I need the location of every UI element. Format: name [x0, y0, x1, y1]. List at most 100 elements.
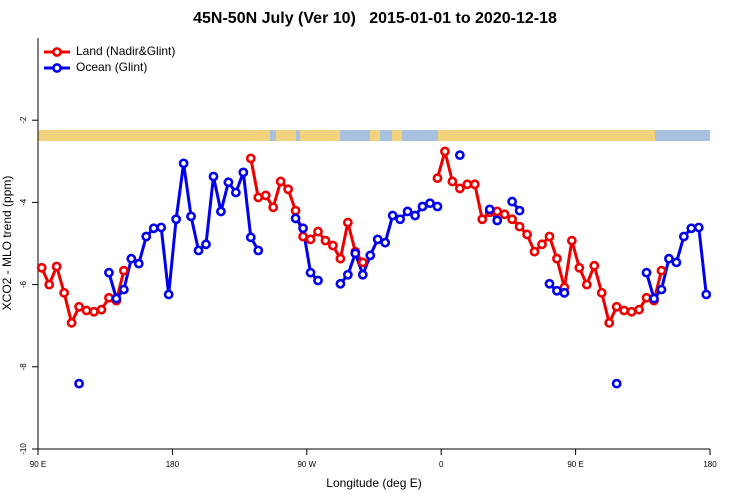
- chart-title: 45N-50N July (Ver 10) 2015-01-01 to 2020…: [193, 10, 557, 27]
- data-point: [626, 306, 637, 317]
- data-point: [342, 217, 353, 228]
- data-point: [111, 293, 122, 304]
- data-point: [89, 306, 99, 317]
- data-point: [402, 206, 413, 217]
- data-point: [425, 198, 435, 209]
- data-point: [335, 253, 346, 264]
- data-point: [372, 234, 383, 245]
- legend-label: Land (Nadir&Glint): [76, 44, 175, 58]
- data-point: [664, 253, 674, 264]
- data-point: [178, 158, 189, 169]
- x-tick-label: 180: [703, 460, 717, 469]
- data-point: [432, 201, 443, 212]
- data-point: [432, 173, 443, 184]
- data-point: [566, 235, 577, 246]
- data-point: [634, 304, 644, 315]
- data-point: [59, 287, 70, 298]
- data-point: [604, 317, 615, 328]
- data-point: [238, 167, 249, 178]
- data-point: [395, 214, 406, 225]
- data-point: [574, 262, 585, 273]
- data-point: [410, 210, 420, 221]
- x-tick-label: 180: [166, 460, 180, 469]
- data-point: [492, 206, 503, 217]
- data-point: [96, 304, 107, 315]
- legend-marker: [52, 63, 62, 73]
- data-point: [313, 226, 323, 237]
- data-point: [544, 278, 555, 289]
- data-point: [44, 279, 55, 290]
- x-tick-label: 90 E: [567, 460, 583, 469]
- data-point: [253, 192, 264, 203]
- data-point: [118, 284, 129, 295]
- data-point: [201, 239, 211, 250]
- data-point: [186, 211, 196, 222]
- data-point: [320, 235, 331, 246]
- data-point: [51, 261, 62, 272]
- y-axis-label: XCO2 - MLO trend (ppm): [0, 176, 14, 311]
- data-point: [484, 204, 495, 215]
- data-point: [514, 221, 525, 232]
- data-point: [193, 245, 204, 256]
- data-point: [649, 293, 659, 304]
- data-point: [581, 279, 592, 290]
- data-point: [230, 187, 241, 198]
- data-point: [208, 171, 219, 182]
- data-point: [260, 190, 271, 201]
- data-point: [36, 262, 47, 273]
- data-point: [357, 269, 368, 280]
- data-point: [141, 231, 152, 242]
- x-axis-label: Longitude (deg E): [326, 476, 421, 490]
- data-point: [253, 245, 264, 256]
- data-point: [641, 267, 652, 278]
- data-point: [611, 378, 622, 389]
- data-point: [298, 231, 308, 242]
- data-point: [686, 223, 697, 234]
- data-point: [656, 265, 667, 276]
- y-tick-label: -10: [19, 443, 28, 455]
- data-point: [514, 205, 525, 216]
- data-point: [589, 260, 600, 271]
- data-point: [245, 153, 256, 164]
- data-point: [133, 258, 144, 269]
- y-tick-label: -8: [19, 363, 28, 371]
- data-point: [596, 287, 607, 298]
- data-point: [350, 248, 361, 259]
- x-tick-label: 90 W: [297, 460, 316, 469]
- data-point: [671, 257, 682, 268]
- y-tick-label: -4: [19, 198, 28, 206]
- data-point: [701, 289, 712, 300]
- data-point: [290, 213, 301, 224]
- data-point: [507, 214, 518, 225]
- data-point: [544, 231, 555, 242]
- data-point: [163, 289, 174, 300]
- x-tick-label: 0: [439, 460, 444, 469]
- data-point: [365, 250, 376, 261]
- data-point: [611, 301, 622, 312]
- data-point: [641, 292, 652, 303]
- y-tick-label: -2: [19, 116, 28, 124]
- data-point: [245, 232, 256, 243]
- data-point: [290, 205, 301, 216]
- data-point: [156, 222, 167, 233]
- data-point: [387, 210, 398, 221]
- data-point: [171, 214, 182, 225]
- data-point: [529, 246, 540, 257]
- data-point: [328, 240, 338, 251]
- data-point: [283, 184, 294, 195]
- data-point: [454, 150, 465, 161]
- data-point: [275, 176, 286, 187]
- data-point: [417, 201, 428, 212]
- data-point: [66, 317, 77, 328]
- data-point: [522, 229, 532, 240]
- data-point: [507, 196, 518, 207]
- data-point: [552, 285, 562, 296]
- data-point: [656, 284, 667, 295]
- data-point: [305, 267, 316, 278]
- data-point: [74, 301, 84, 312]
- data-point: [216, 206, 226, 217]
- data-point: [126, 253, 137, 264]
- data-point: [462, 179, 473, 190]
- data-point: [693, 222, 704, 233]
